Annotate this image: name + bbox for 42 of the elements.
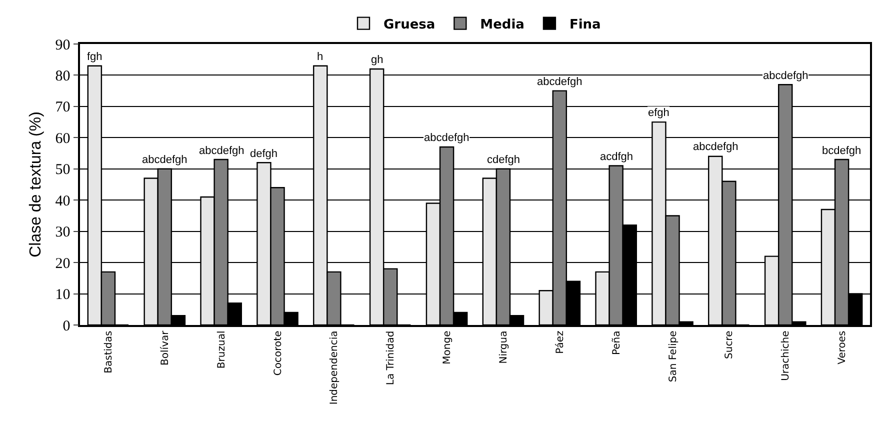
y-tick-label: 30 [55, 224, 70, 241]
x-tick-label: La Trinidad [386, 330, 397, 386]
x-tick-label: San Felipe [668, 330, 679, 382]
x-tick-label: Monge [442, 330, 454, 364]
y-tick-label: 80 [55, 68, 70, 84]
y-tick-label: 50 [55, 162, 70, 178]
x-tick-label: Sucre [724, 330, 736, 359]
x-tick-label: Independencia [329, 330, 340, 405]
annotation: abcdefgh [199, 145, 244, 157]
annotation: h [317, 51, 324, 63]
x-tick-label: Nirgua [498, 330, 510, 364]
legend-label: Fina [569, 17, 601, 32]
annotation: acdfgh [600, 151, 634, 163]
y-tick-label: 70 [55, 100, 70, 116]
x-tick-label: Cocorote [272, 330, 284, 376]
annotation: fgh [87, 51, 102, 63]
x-tick-label: Bruzual [216, 330, 228, 369]
y-tick-label: 20 [55, 256, 70, 272]
x-tick-label: Urachiche [780, 330, 792, 381]
y-tick-label: 90 [55, 37, 70, 54]
x-tick-label: Bolívar [160, 330, 171, 366]
annotation: efgh [648, 107, 670, 119]
y-axis-title: Clase de textura (%) [28, 112, 45, 258]
annotation: bcdefgh [822, 145, 862, 157]
annotation: abcdefgh [424, 132, 470, 144]
annotation: gh [371, 54, 384, 66]
y-tick-label: 10 [55, 287, 70, 304]
x-tick-label: Páez [554, 330, 566, 354]
x-tick-label: Veroes [837, 330, 848, 364]
x-tick-label: Bastidas [103, 330, 114, 374]
annotation: abcdefgh [763, 70, 808, 82]
annotation: cdefgh [487, 154, 520, 166]
legend-label: Media [480, 17, 524, 32]
x-tick-label: Peña [611, 330, 622, 356]
y-tick-label: 0 [62, 318, 70, 334]
annotation: abcdefgh [142, 154, 188, 166]
annotation: defgh [250, 148, 278, 160]
annotation: abcdefgh [693, 141, 738, 153]
y-tick-label: 40 [55, 193, 70, 210]
legend-label: Gruesa [384, 17, 436, 32]
annotation: abcdefgh [537, 76, 582, 88]
y-tick-label: 60 [55, 130, 70, 147]
